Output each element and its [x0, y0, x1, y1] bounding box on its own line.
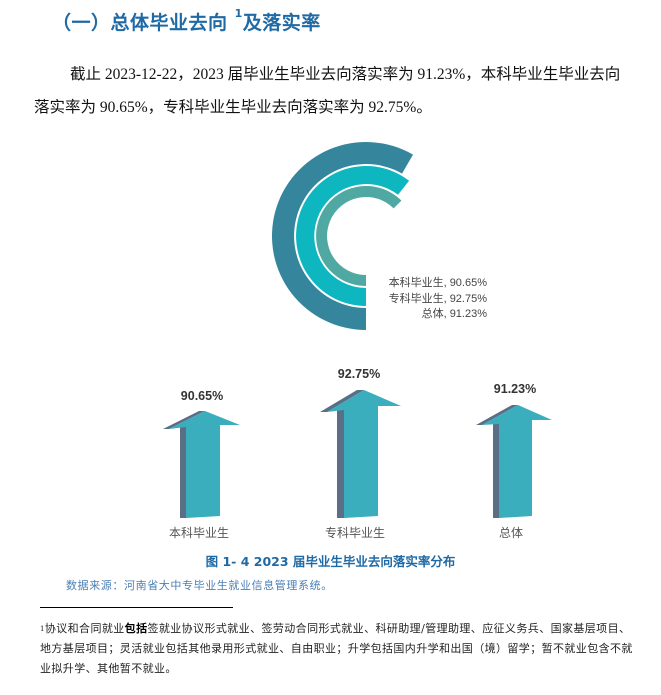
- ring-overall: [271, 141, 413, 330]
- heading-suffix: 及落实率: [242, 12, 321, 34]
- footnote-bold: 包括: [124, 622, 148, 635]
- category-label-overall: 总体: [498, 526, 523, 540]
- ring-vocational: [296, 166, 410, 306]
- arrow-undergrad: [163, 411, 240, 518]
- footnote-text-2: 签就业协议形式就业、签劳动合同形式就业、科研助理/管理助理、应征义务兵、国家基层…: [40, 622, 633, 675]
- arrow-overall: [476, 405, 552, 518]
- radial-label-overall: 总体, 91.23%: [421, 308, 487, 320]
- arrow-vocational: [320, 390, 401, 518]
- arrow-bar-chart: [163, 390, 552, 518]
- value-label-overall: 91.23%: [493, 382, 537, 396]
- radial-label-vocational: 专科毕业生, 92.75%: [388, 292, 487, 305]
- value-label-vocational: 92.75%: [337, 367, 381, 381]
- figure-caption: 图 1- 4 2023 届毕业生毕业去向落实率分布: [205, 554, 456, 569]
- footnote-ref[interactable]: 1: [234, 7, 243, 20]
- value-label-undergrad: 90.65%: [180, 389, 224, 403]
- category-label-vocational: 专科毕业生: [324, 526, 385, 540]
- section-heading: （一）总体毕业去向 1及落实率: [52, 7, 321, 35]
- radial-bar-chart: [271, 141, 413, 330]
- radial-legend: 本科毕业生, 90.65% 专科毕业生, 92.75% 总体, 91.23%: [370, 276, 487, 323]
- footnote-text-1: 协议和合同就业: [44, 622, 125, 635]
- footnote: 1协议和合同就业包括签就业协议形式就业、签劳动合同形式就业、科研助理/管理助理、…: [40, 619, 640, 679]
- footnote-divider: [40, 607, 233, 608]
- radial-label-undergrad: 本科毕业生, 90.65%: [388, 277, 487, 289]
- ring-undergrad: [316, 186, 402, 286]
- heading-prefix: （一）总体毕业去向: [52, 12, 228, 34]
- summary-paragraph: 截止 2023-12-22，2023 届毕业生毕业去向落实率为 91.23%，本…: [34, 66, 621, 116]
- footnote-marker: 1: [40, 625, 45, 633]
- category-label-undergrad: 本科毕业生: [168, 526, 229, 540]
- data-source: 数据来源：河南省大中专毕业生就业信息管理系统。: [66, 579, 333, 592]
